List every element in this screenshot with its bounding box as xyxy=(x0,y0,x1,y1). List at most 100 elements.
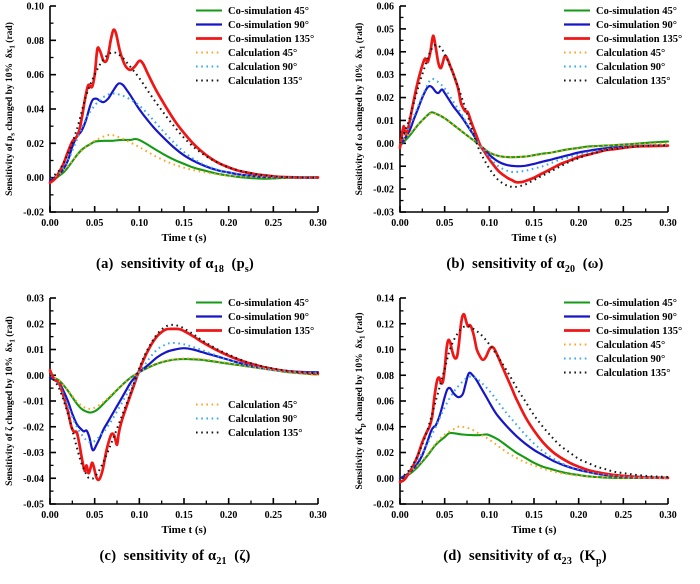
legend-label-calculation-90: Calculation 90° xyxy=(596,62,665,73)
legend-label-calculation-45: Calculation 45° xyxy=(596,48,665,59)
legend-label-calculation-45: Calculation 45° xyxy=(228,48,297,59)
svg-text:0.06: 0.06 xyxy=(377,2,395,13)
svg-text:0.25: 0.25 xyxy=(265,510,283,521)
svg-text:0.20: 0.20 xyxy=(220,218,238,229)
svg-text:-0.03: -0.03 xyxy=(373,208,394,219)
y-axis-ticks: -0.02 0.00 0.02 0.04 0.06 0.08 0.10 0.12 0.14 xyxy=(373,294,406,511)
svg-text:-0.02: -0.02 xyxy=(23,208,44,219)
svg-text:0.14: 0.14 xyxy=(377,294,395,305)
y-axis-ticks: -0.03 -0.02 -0.01 0.00 0.01 0.02 0.03 0.04 0.05 0… xyxy=(373,2,406,219)
svg-text:0.15: 0.15 xyxy=(175,218,193,229)
svg-text:0.04: 0.04 xyxy=(27,105,45,116)
svg-text:-0.04: -0.04 xyxy=(23,474,44,485)
chart-d-canvas: -0.020.000.020.040.060.080.100.120.140.0… xyxy=(354,294,682,537)
legend-label-co-simulation-135: Co-simulation 135° xyxy=(596,34,682,45)
legend-label-co-simulation-135: Co-simulation 135° xyxy=(596,326,682,337)
series-calculation-45 xyxy=(399,425,669,480)
svg-text:0.00: 0.00 xyxy=(41,218,59,229)
svg-text:0.25: 0.25 xyxy=(265,218,283,229)
legend-label-calculation-135: Calculation 135° xyxy=(596,76,671,87)
legend-label-co-simulation-90: Co-simulation 90° xyxy=(228,20,309,31)
legend: Co-simulation 45° Co-simulation 90° Co-sim… xyxy=(564,298,682,379)
svg-text:0.20: 0.20 xyxy=(570,218,588,229)
series-co-simulation-135 xyxy=(48,28,320,185)
svg-text:0.03: 0.03 xyxy=(27,294,45,305)
x-axis-label: Time t (s) xyxy=(511,524,556,536)
y-axis-ticks: -0.05 -0.04 -0.03 -0.02 -0.01 0.00 0.01 0.02 0.0… xyxy=(23,294,56,511)
svg-text:0.10: 0.10 xyxy=(131,218,149,229)
legend-label-calculation-135: Calculation 135° xyxy=(228,428,303,439)
svg-text:0.10: 0.10 xyxy=(131,510,149,521)
chart-panel-a: -0.02 0.00 0.02 0.04 0.06 0.08 0.10 0.00 0.05 0.1… xyxy=(0,0,350,292)
svg-text:0.12: 0.12 xyxy=(377,319,395,330)
legend-label-co-simulation-45: Co-simulation 45° xyxy=(228,6,309,17)
svg-text:0.10: 0.10 xyxy=(481,510,499,521)
legend-label-co-simulation-135: Co-simulation 135° xyxy=(228,34,314,45)
svg-text:0.25: 0.25 xyxy=(615,510,633,521)
series-co-simulation-45 xyxy=(48,137,320,183)
svg-text:0.30: 0.30 xyxy=(659,510,677,521)
svg-text:0.00: 0.00 xyxy=(391,510,409,521)
x-axis-ticks: 0.00 0.05 0.10 0.15 0.20 0.25 0.30 xyxy=(391,206,677,229)
svg-text:0.15: 0.15 xyxy=(525,218,543,229)
svg-text:0.10: 0.10 xyxy=(481,218,499,229)
legend-label-calculation-90: Calculation 90° xyxy=(228,414,297,425)
x-axis-label: Time t (s) xyxy=(161,232,206,244)
legend-label-co-simulation-135: Co-simulation 135° xyxy=(228,326,314,337)
legend-label-co-simulation-90: Co-simulation 90° xyxy=(596,312,677,323)
svg-text:0.06: 0.06 xyxy=(377,397,395,408)
legend-label-calculation-135: Calculation 135° xyxy=(596,368,671,379)
chart-d-caption: (d) sensitivity of α23 (Kp) xyxy=(443,548,607,567)
svg-text:0.30: 0.30 xyxy=(309,218,327,229)
svg-text:0.02: 0.02 xyxy=(377,448,395,459)
chart-c-caption: (c) sensitivity of α21 (ζ) xyxy=(99,548,251,567)
y-axis-label: Sensitivity of ω changed by 10% δx1 (rad… xyxy=(354,23,367,196)
svg-text:0.10: 0.10 xyxy=(27,2,45,13)
chart-panel-d: -0.02 0.00 0.02 0.04 0.06 0.08 0.10 0.12 0.14 0.0… xyxy=(350,292,700,584)
svg-text:0.04: 0.04 xyxy=(377,422,395,433)
svg-text:0.15: 0.15 xyxy=(525,510,543,521)
svg-text:0.20: 0.20 xyxy=(220,510,238,521)
svg-text:0.30: 0.30 xyxy=(309,510,327,521)
legend-label-calculation-90: Calculation 90° xyxy=(228,62,297,73)
y-axis-label: Sensitivity of ζ changed by 10% δx1 (rad… xyxy=(4,316,17,486)
x-axis-label: Time t (s) xyxy=(511,232,556,244)
legend-label-co-simulation-90: Co-simulation 90° xyxy=(228,312,309,323)
legend: Co-simulation 45° Co-simulation 90° Co-sim… xyxy=(196,6,314,87)
svg-text:0.00: 0.00 xyxy=(391,218,409,229)
svg-text:0.01: 0.01 xyxy=(377,116,395,127)
svg-text:0.00: 0.00 xyxy=(27,371,45,382)
x-axis-ticks: 0.00 0.05 0.10 0.15 0.20 0.25 0.30 xyxy=(41,206,327,229)
svg-text:0.02: 0.02 xyxy=(27,319,45,330)
svg-text:-0.02: -0.02 xyxy=(373,500,394,511)
y-axis-ticks: -0.02 0.00 0.02 0.04 0.06 0.08 0.10 xyxy=(23,2,56,219)
svg-text:-0.03: -0.03 xyxy=(23,448,44,459)
svg-text:0.05: 0.05 xyxy=(86,218,104,229)
svg-text:0.01: 0.01 xyxy=(27,345,45,356)
series-co-simulation-45 xyxy=(398,111,670,159)
legend-label-co-simulation-45: Co-simulation 45° xyxy=(596,298,677,309)
svg-text:0.03: 0.03 xyxy=(377,70,395,81)
series-calculation-135 xyxy=(399,325,669,480)
legend: Co-simulation 45° Co-simulation 90° Co-sim… xyxy=(196,298,314,337)
legend-label-calculation-135: Calculation 135° xyxy=(228,76,303,87)
chart-a-canvas: -0.020.000.020.040.060.080.100.00 0.05 0.1… xyxy=(4,2,327,245)
x-axis-ticks: 0.00 0.05 0.10 0.15 0.20 0.25 0.30 xyxy=(41,498,327,521)
svg-text:0.08: 0.08 xyxy=(377,371,395,382)
svg-text:-0.05: -0.05 xyxy=(23,500,44,511)
svg-text:0.20: 0.20 xyxy=(570,510,588,521)
svg-text:0.02: 0.02 xyxy=(377,93,395,104)
chart-b-caption: (b) sensitivity of α20 (ω) xyxy=(446,256,604,275)
svg-text:0.00: 0.00 xyxy=(377,474,395,485)
svg-text:0.05: 0.05 xyxy=(86,510,104,521)
svg-text:-0.01: -0.01 xyxy=(23,397,44,408)
svg-text:0.06: 0.06 xyxy=(27,70,45,81)
chart-b-canvas: -0.03-0.02-0.010.000.010.020.030.040.050… xyxy=(354,2,682,245)
svg-text:0.05: 0.05 xyxy=(436,218,454,229)
svg-text:0.05: 0.05 xyxy=(436,510,454,521)
svg-text:0.15: 0.15 xyxy=(175,510,193,521)
legend: Co-simulation 45° Co-simulation 90° Co-sim… xyxy=(564,6,682,87)
series-calculation-135 xyxy=(399,43,669,189)
